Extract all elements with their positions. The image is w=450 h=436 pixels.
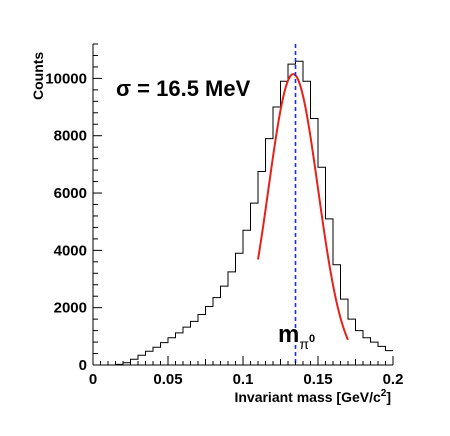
y-tick-label: 8000 (54, 128, 87, 145)
y-tick-label: 4000 (54, 242, 87, 259)
sigma-annotation: σ = 16.5 MeV (116, 76, 251, 101)
axes: 0 0.05 0.1 0.15 0.2 0 2000 4000 6000 8000 10000 (45, 43, 404, 388)
x-tick-label: 0.15 (303, 371, 332, 388)
y-tick-label: 10000 (45, 70, 87, 87)
x-tick-label: 0.2 (383, 371, 404, 388)
x-tick-label: 0.1 (233, 371, 254, 388)
gaussian-fit-line (257, 73, 349, 341)
x-axis-label: Invariant mass [GeV/c2] (234, 388, 391, 405)
y-tick-label: 2000 (54, 300, 87, 317)
y-tick-label: 6000 (54, 185, 87, 202)
x-tick-label: 0 (89, 371, 97, 388)
plot-area (93, 44, 393, 366)
pi0-mass-annotation: mπ0 (278, 321, 315, 352)
histogram-line (93, 60, 393, 366)
x-tick-label: 0.05 (153, 371, 182, 388)
y-axis-label: Counts (30, 52, 46, 100)
y-tick-label: 0 (79, 357, 87, 374)
